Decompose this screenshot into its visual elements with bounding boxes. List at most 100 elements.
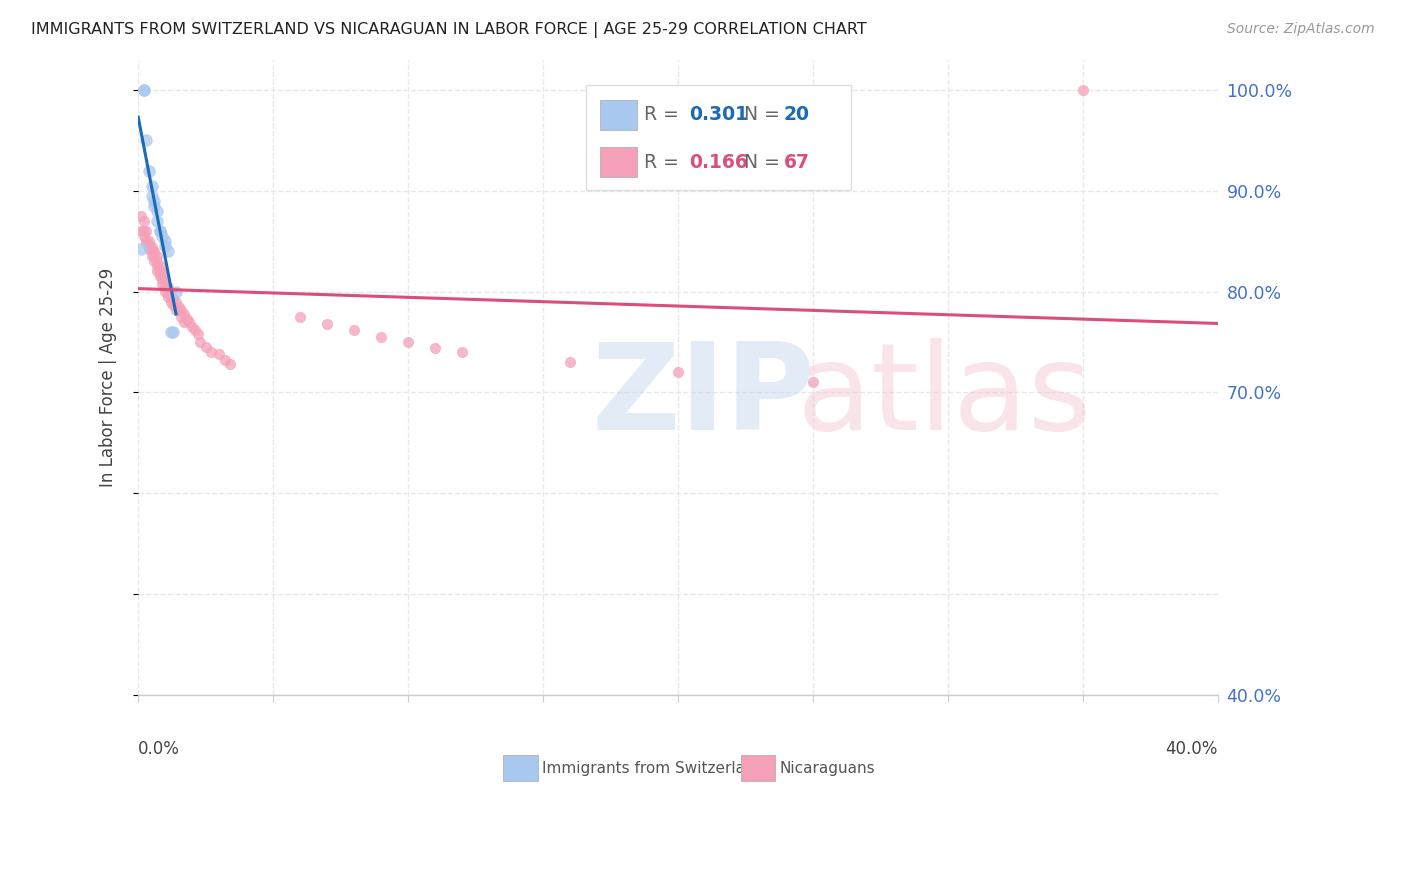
Point	[135, 224, 157, 238]
FancyBboxPatch shape	[741, 756, 775, 780]
Point	[138, 238, 160, 252]
Point	[143, 249, 166, 263]
Point	[138, 234, 160, 248]
Point	[146, 254, 169, 268]
Point	[153, 279, 176, 293]
Point	[162, 325, 184, 339]
Point	[132, 224, 155, 238]
FancyBboxPatch shape	[600, 147, 637, 178]
Point	[153, 239, 176, 253]
Point	[149, 224, 172, 238]
Point	[162, 298, 184, 312]
Point	[194, 340, 217, 354]
Point	[200, 345, 222, 359]
Point	[132, 214, 155, 228]
Point	[141, 178, 163, 193]
Text: 0.301: 0.301	[689, 105, 748, 124]
Text: 40.0%: 40.0%	[1166, 739, 1218, 757]
Point	[165, 294, 187, 309]
Point	[141, 244, 163, 259]
Point	[153, 234, 176, 248]
Point	[135, 133, 157, 147]
Point	[165, 285, 187, 299]
Point	[173, 315, 195, 329]
Point	[149, 260, 172, 274]
Text: 67: 67	[785, 153, 810, 171]
Point	[156, 279, 179, 293]
Point	[153, 275, 176, 289]
Point	[187, 326, 209, 341]
Point	[132, 83, 155, 97]
Point	[173, 307, 195, 321]
Point	[149, 224, 172, 238]
Point	[156, 290, 179, 304]
Text: Source: ZipAtlas.com: Source: ZipAtlas.com	[1227, 22, 1375, 37]
Point	[146, 249, 169, 263]
Point	[141, 249, 163, 263]
Point	[149, 264, 172, 278]
Point	[159, 290, 181, 304]
Point	[138, 242, 160, 256]
Point	[343, 323, 366, 337]
Text: R =: R =	[644, 105, 685, 124]
Point	[179, 315, 201, 329]
Text: 0.166: 0.166	[689, 153, 748, 171]
Point	[208, 347, 231, 361]
Point	[666, 365, 689, 379]
FancyBboxPatch shape	[600, 100, 637, 130]
Point	[141, 188, 163, 202]
Point	[162, 292, 184, 306]
Point	[290, 310, 312, 324]
Point	[165, 302, 187, 317]
Point	[316, 317, 339, 331]
Point	[176, 311, 198, 326]
Point	[1071, 83, 1094, 97]
Point	[188, 334, 211, 349]
Point	[152, 272, 174, 286]
Point	[143, 199, 166, 213]
Text: Immigrants from Switzerland: Immigrants from Switzerland	[543, 761, 765, 776]
Point	[370, 330, 392, 344]
Point	[156, 285, 179, 299]
Point	[153, 285, 176, 299]
Point	[167, 300, 190, 314]
Point	[149, 269, 172, 284]
Point	[146, 260, 169, 274]
Point	[152, 267, 174, 281]
Point	[146, 203, 169, 218]
Point	[159, 294, 181, 309]
Point	[425, 341, 447, 355]
FancyBboxPatch shape	[503, 756, 537, 780]
Point	[129, 242, 152, 256]
Point	[152, 277, 174, 291]
Point	[129, 209, 152, 223]
Point	[143, 194, 166, 208]
Point	[152, 229, 174, 244]
Point	[143, 244, 166, 259]
Point	[146, 264, 169, 278]
Point	[135, 234, 157, 248]
Point	[396, 334, 419, 349]
Point	[138, 163, 160, 178]
Text: IMMIGRANTS FROM SWITZERLAND VS NICARAGUAN IN LABOR FORCE | AGE 25-29 CORRELATION: IMMIGRANTS FROM SWITZERLAND VS NICARAGUA…	[31, 22, 866, 38]
Text: N =: N =	[733, 153, 786, 171]
Text: R =: R =	[644, 153, 685, 171]
Point	[132, 83, 155, 97]
Point	[560, 355, 582, 369]
Point	[156, 244, 179, 259]
Y-axis label: In Labor Force | Age 25-29: In Labor Force | Age 25-29	[100, 268, 117, 487]
Point	[219, 357, 242, 371]
Text: N =: N =	[733, 105, 786, 124]
Point	[129, 224, 152, 238]
Text: Nicaraguans: Nicaraguans	[780, 761, 876, 776]
Point	[184, 323, 207, 337]
Point	[170, 310, 193, 324]
Point	[159, 285, 181, 299]
Point	[159, 325, 181, 339]
Text: ZIP: ZIP	[592, 338, 815, 455]
Point	[146, 214, 169, 228]
Point	[451, 345, 474, 359]
Text: atlas: atlas	[797, 338, 1092, 455]
Point	[181, 319, 204, 334]
Point	[132, 229, 155, 244]
